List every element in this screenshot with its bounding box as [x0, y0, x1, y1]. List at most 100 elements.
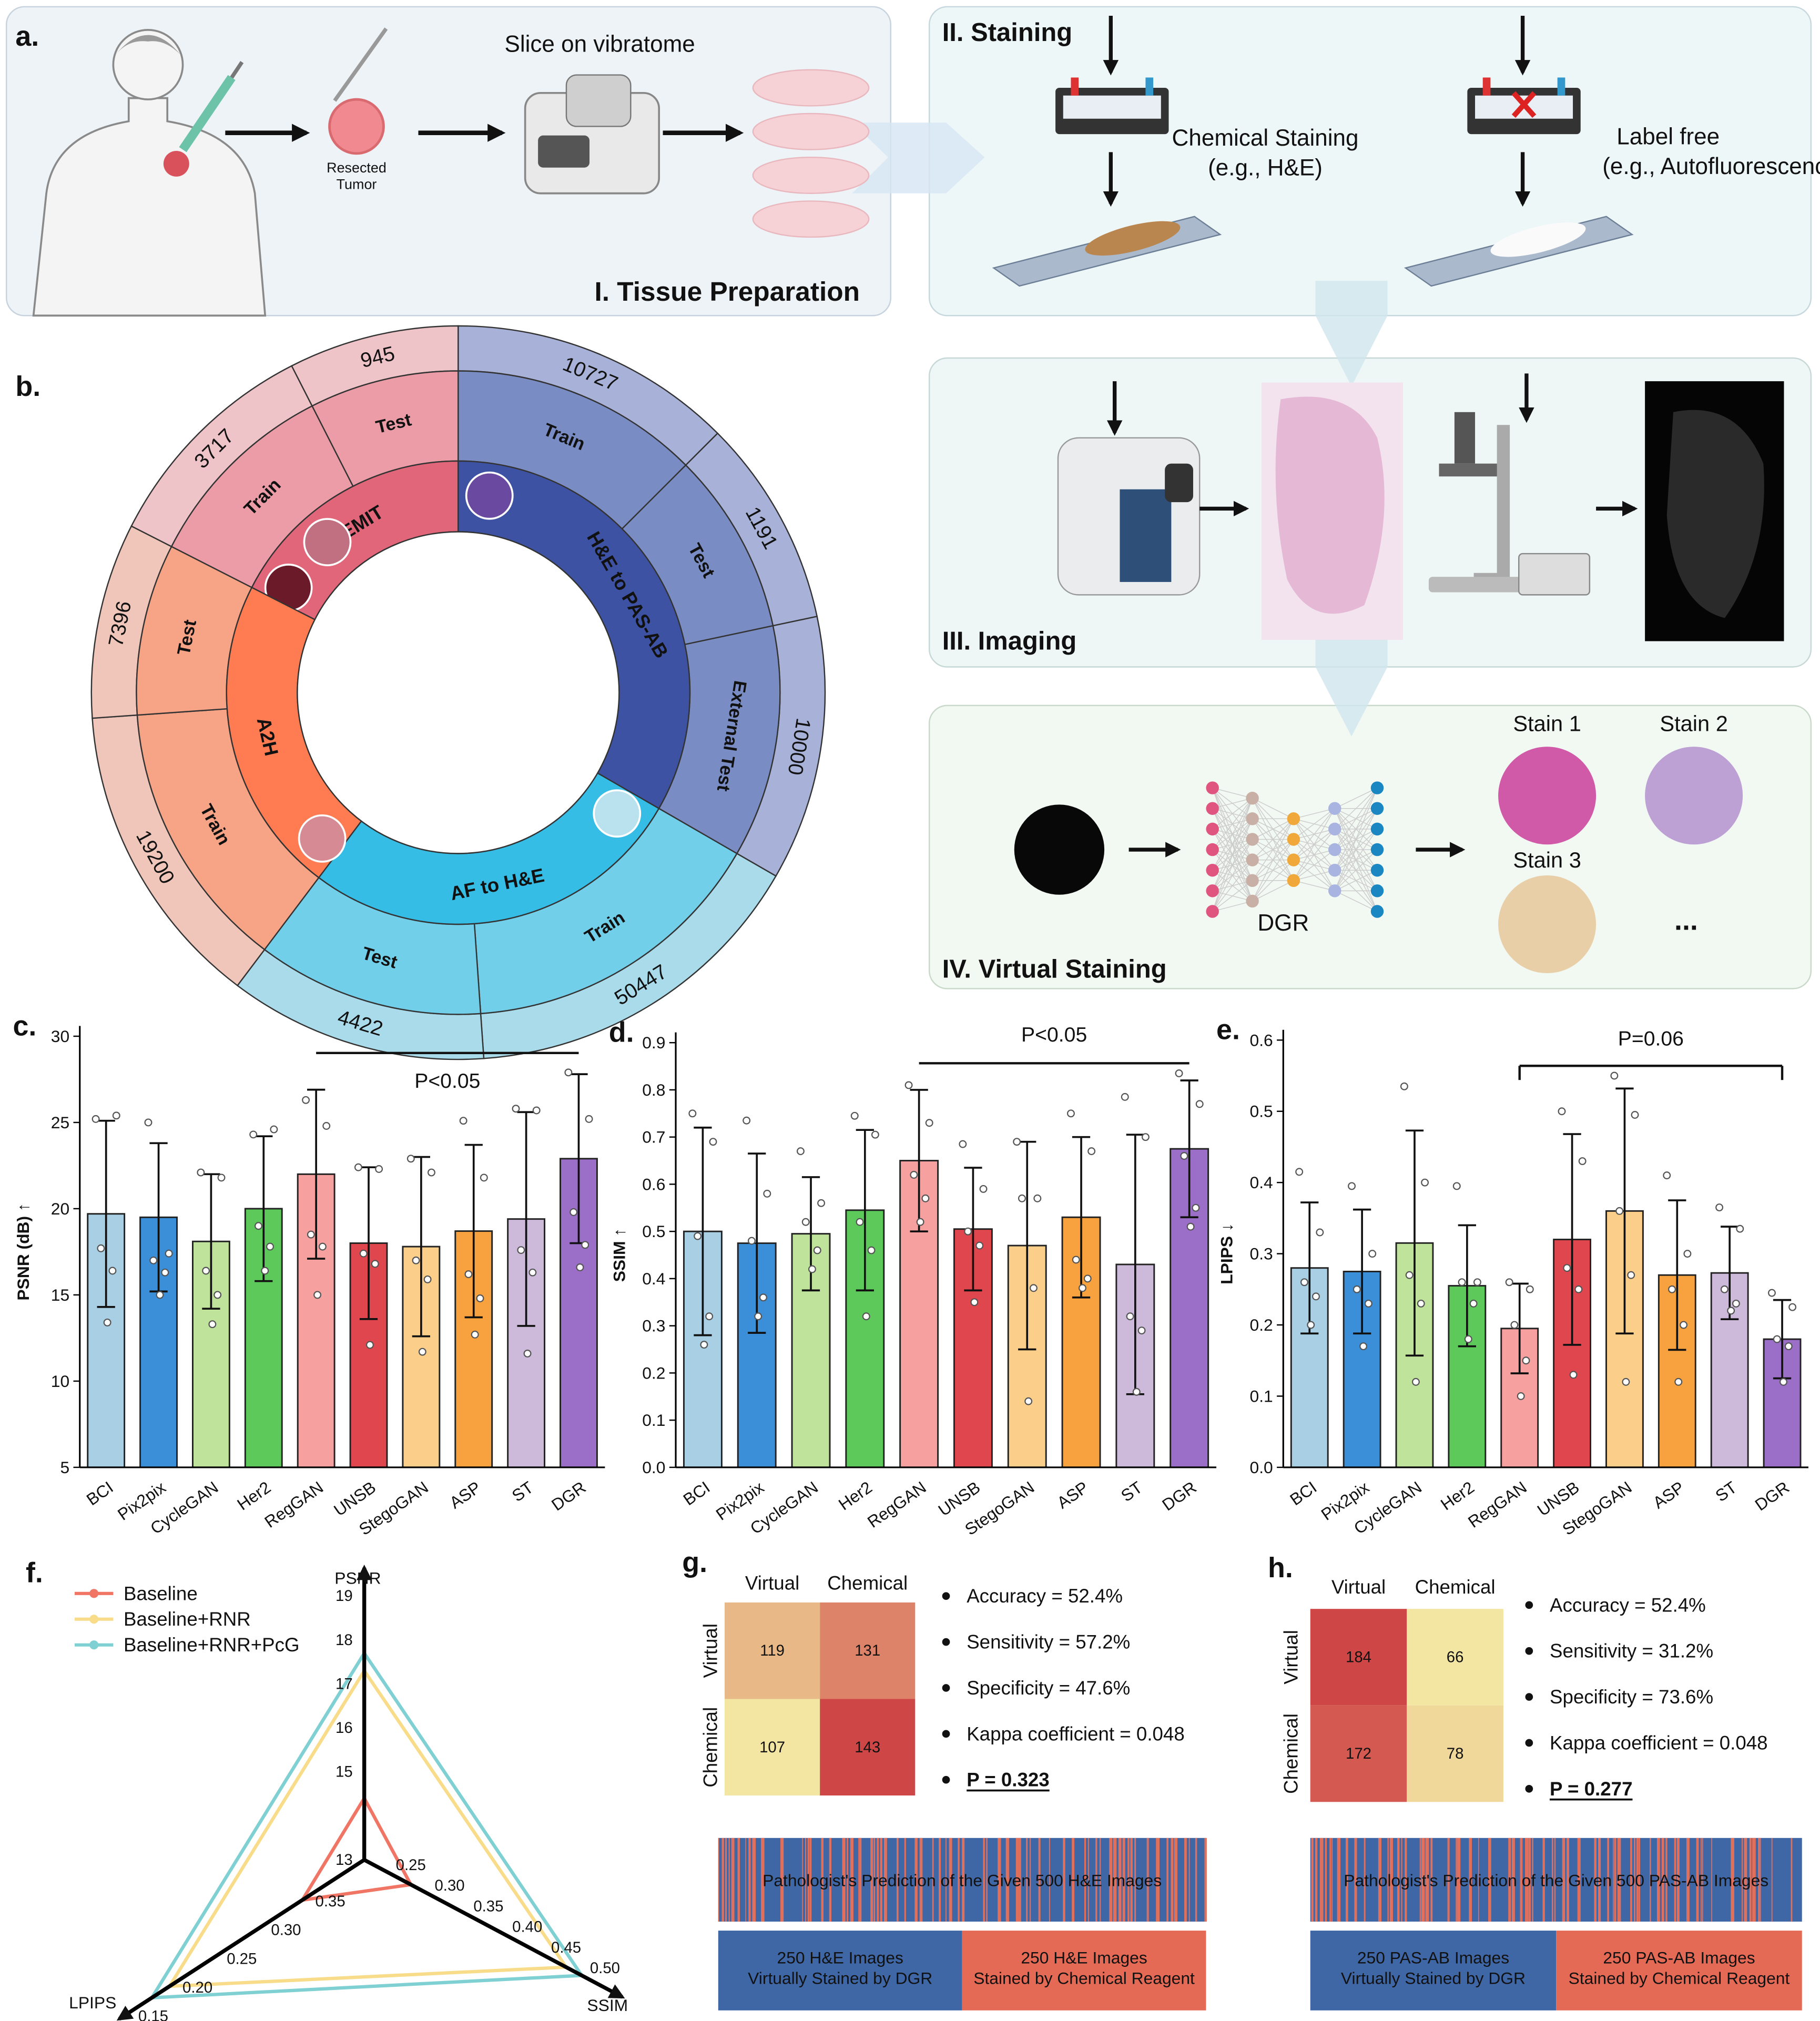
prediction-stripe [829, 1838, 832, 1922]
heatmap-cell [1310, 1705, 1407, 1802]
radar-tick-label: 18 [335, 1631, 353, 1649]
cell-value: 107 [759, 1739, 785, 1756]
data-point [1627, 1271, 1635, 1279]
nn-edge [1212, 819, 1253, 912]
nn-node [1206, 802, 1219, 815]
nn-edge [1212, 860, 1253, 912]
data-point [747, 1237, 756, 1245]
stain-label: Stain 1 [1513, 711, 1581, 736]
nn-edge [1293, 808, 1335, 861]
prediction-stripe [1630, 1838, 1632, 1922]
panel-title: II. Staining [942, 18, 1072, 47]
prediction-stripe [728, 1838, 730, 1922]
nn-node [1370, 802, 1384, 815]
radar-series [299, 1794, 414, 1903]
data-point [1622, 1377, 1630, 1386]
data-point [1558, 1107, 1566, 1116]
prediction-stripe [1594, 1838, 1597, 1922]
data-point [1563, 1264, 1571, 1272]
data-point [1192, 1203, 1200, 1212]
prediction-stripe [1674, 1838, 1676, 1922]
prediction-stripe [821, 1838, 824, 1922]
prediction-stripe [1147, 1838, 1149, 1922]
chevron [1315, 281, 1388, 386]
x-tick-label: BCI [83, 1477, 117, 1509]
prediction-stripe [1038, 1838, 1041, 1922]
nn-node [1328, 884, 1341, 897]
x-tick-label: Her2 [1437, 1477, 1478, 1514]
heatmap-cell [820, 1699, 916, 1796]
y-tick-label: 0.3 [1250, 1244, 1273, 1263]
stain-label: Stain 3 [1513, 848, 1581, 872]
data-point [705, 1312, 714, 1321]
radar-axis [116, 1858, 365, 2021]
data-point [1610, 1071, 1619, 1080]
data-point [1417, 1299, 1425, 1308]
bullet [942, 1592, 950, 1600]
prediction-stripe [1676, 1838, 1680, 1922]
prediction-stripe [1113, 1838, 1117, 1922]
data-point [523, 1349, 532, 1357]
radar-tick-label: 0.15 [138, 2008, 168, 2021]
x-tick-label: RegGAN [261, 1477, 327, 1531]
legend-marker [89, 1589, 99, 1598]
nn-edge [1334, 788, 1378, 891]
radar-axis-label: LPIPS [69, 1993, 116, 2012]
cell-value: 143 [855, 1739, 880, 1756]
radar-tick-label: 0.30 [271, 1922, 301, 1939]
y-tick-label: 0.2 [1250, 1315, 1273, 1334]
data-point [801, 1218, 810, 1226]
data-point [270, 1125, 278, 1134]
prediction-stripe [1146, 1838, 1148, 1922]
prediction-stripe [1711, 1838, 1712, 1922]
x-tick-label: ASP [446, 1477, 484, 1512]
nn-edge [1334, 829, 1378, 891]
thumbnail [593, 789, 642, 838]
prediction-stripe [1015, 1838, 1019, 1922]
prediction-stripe [1752, 1838, 1756, 1922]
y-axis-label: SSIM ↑ [609, 1228, 628, 1282]
nn-edge [1334, 870, 1378, 892]
prediction-stripe [859, 1838, 862, 1922]
nn-edge [1334, 787, 1378, 809]
prediction-stripe [1049, 1838, 1050, 1922]
y-tick-label: 25 [51, 1113, 69, 1132]
radar-tick-label: 0.50 [590, 1959, 620, 1977]
y-tick-label: 0.0 [642, 1458, 665, 1477]
nn-node [1287, 833, 1300, 846]
cell-value: 66 [1447, 1648, 1464, 1666]
data-point [1072, 1256, 1080, 1264]
heatmap-cell [1407, 1705, 1503, 1802]
prediction-stripe [858, 1838, 859, 1922]
bullet [1525, 1601, 1533, 1609]
data-point [759, 1293, 767, 1302]
prediction-stripe [1401, 1838, 1402, 1922]
nn-node [1328, 802, 1341, 815]
data-point [576, 1263, 584, 1271]
prediction-stripe [1337, 1838, 1341, 1922]
prediction-stripe [1397, 1838, 1400, 1922]
prediction-stripe [1195, 1838, 1197, 1922]
group-label: 250 PAS-AB Images [1357, 1948, 1509, 1967]
nn-edge [1212, 880, 1253, 912]
data-point [694, 1232, 702, 1240]
nn-node [1246, 791, 1259, 805]
data-point [1674, 1377, 1683, 1386]
x-tick-label: DGR [1158, 1477, 1200, 1514]
nn-edge [1334, 788, 1378, 850]
x-tick-label: ST [1117, 1477, 1146, 1505]
legend-label: Baseline+RNR [124, 1608, 251, 1630]
data-point [1307, 1321, 1315, 1329]
nn-edge [1212, 798, 1253, 809]
prediction-stripe [731, 1838, 735, 1922]
data-point [564, 1068, 573, 1077]
prediction-stripe [1577, 1838, 1581, 1922]
ellipsis: ... [1674, 905, 1698, 936]
nn-node [1206, 863, 1219, 877]
nn-edge [1212, 901, 1253, 912]
y-tick-label: 10 [51, 1372, 69, 1391]
data-point [700, 1341, 708, 1349]
panel-label: d. [609, 1017, 634, 1048]
prediction-stripe [1405, 1838, 1407, 1922]
